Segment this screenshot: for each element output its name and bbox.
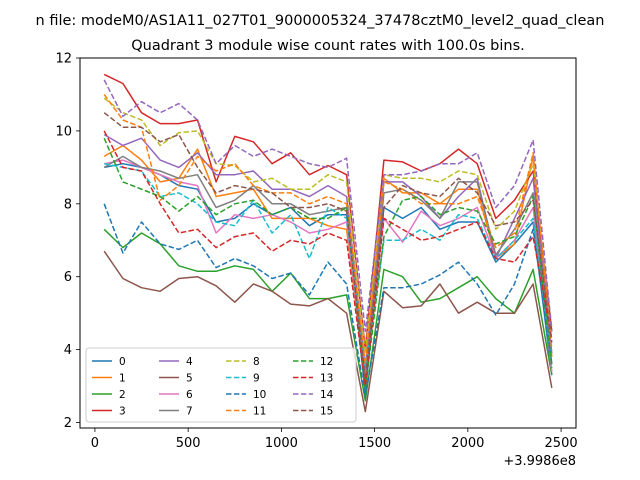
- legend-item-12: 12: [293, 356, 333, 368]
- x-tick-label: 0: [91, 436, 99, 451]
- legend-item-3: 3: [92, 406, 126, 418]
- legend-label: 7: [186, 406, 193, 418]
- series-line-6: [104, 159, 553, 384]
- y-tick-label: 4: [64, 343, 72, 358]
- x-tick-label: 2500: [545, 436, 578, 451]
- x-tick-label: 2000: [451, 436, 484, 451]
- legend-label: 0: [119, 356, 126, 368]
- figure-suptitle: n file: modeM0/AS1A11_027T01_9000005324_…: [36, 13, 605, 29]
- legend-label: 10: [253, 389, 266, 401]
- y-tick-label: 8: [64, 197, 72, 212]
- legend-label: 11: [253, 406, 266, 418]
- legend-item-11: 11: [226, 406, 266, 418]
- legend-label: 4: [186, 356, 193, 368]
- y-tick-label: 12: [55, 52, 72, 67]
- y-tick-label: 6: [64, 270, 72, 285]
- series-line-4: [103, 133, 553, 369]
- series-line-3: [103, 73, 553, 351]
- legend-label: 14: [320, 389, 334, 401]
- legend-item-5: 5: [159, 373, 193, 385]
- series-line-13: [103, 130, 553, 387]
- legend-item-4: 4: [159, 356, 193, 368]
- legend-item-9: 9: [226, 373, 260, 385]
- legend-label: 15: [320, 406, 333, 418]
- legend-item-7: 7: [159, 406, 193, 418]
- legend-label: 2: [119, 389, 126, 401]
- legend-item-8: 8: [226, 356, 260, 368]
- series-line-14: [103, 79, 553, 333]
- x-tick-label: 1000: [265, 436, 298, 451]
- legend-item-1: 1: [92, 373, 126, 385]
- x-tick-label: 1500: [358, 436, 391, 451]
- series-line-8: [103, 97, 553, 355]
- legend-label: 9: [253, 373, 260, 385]
- legend-box: [85, 347, 357, 423]
- legend-item-10: 10: [226, 389, 266, 401]
- y-tick-label: 2: [64, 416, 72, 431]
- series-line-9: [104, 162, 553, 373]
- series-line-10: [103, 203, 553, 398]
- legend-label: 13: [320, 373, 333, 385]
- legend-item-13: 13: [293, 373, 333, 385]
- series-line-11: [103, 94, 553, 365]
- y-tick-label: 10: [55, 124, 72, 139]
- series-line-5: [103, 250, 553, 413]
- legend-item-15: 15: [293, 406, 333, 418]
- x-offset-label: +3.9986e8: [503, 454, 576, 469]
- series-line-7: [103, 155, 553, 384]
- legend-label: 6: [186, 389, 193, 401]
- legend-item-6: 6: [159, 389, 193, 401]
- axes-frame: [79, 57, 577, 429]
- x-tick-label: 500: [176, 436, 201, 451]
- plot-area: [103, 73, 553, 413]
- series-line-15: [103, 112, 553, 380]
- legend-label: 8: [253, 356, 260, 368]
- legend-label: 3: [119, 406, 126, 418]
- legend-label: 5: [186, 373, 193, 385]
- legend-item-2: 2: [92, 389, 126, 401]
- legend-label: 12: [320, 356, 333, 368]
- series-line-12: [103, 137, 553, 391]
- legend-item-14: 14: [293, 389, 334, 401]
- chart-title: Quadrant 3 module wise count rates with …: [131, 38, 525, 54]
- legend-label: 1: [119, 373, 126, 385]
- legend-item-0: 0: [92, 356, 126, 368]
